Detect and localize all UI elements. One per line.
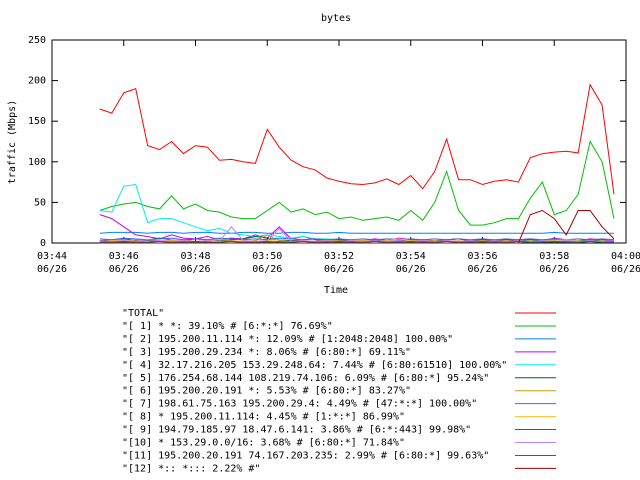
x-tick-label: 06/26 xyxy=(252,264,282,275)
x-tick-label: 06/26 xyxy=(539,264,569,275)
x-tick-label: 06/26 xyxy=(324,264,354,275)
x-tick-label: 06/26 xyxy=(37,264,67,275)
x-tick-label: 06/26 xyxy=(180,264,210,275)
x-tick-label: 03:58 xyxy=(539,251,569,262)
legend-label: "[ 6] 195.200.20.191 *: 5.53% # [6:80:*]… xyxy=(122,386,411,397)
legend-label: "[ 7] 198.61.75.163 195.200.29.4: 4.49% … xyxy=(122,399,477,410)
legend-label: "[ 2] 195.200.11.114 *: 12.09% # [1:2048… xyxy=(122,334,453,345)
series-line xyxy=(99,83,615,195)
x-tick-label: 06/26 xyxy=(109,264,139,275)
y-tick-label: 0 xyxy=(40,238,46,249)
x-tick-label: 06/26 xyxy=(611,264,640,275)
chart-title: bytes xyxy=(321,13,351,24)
x-tick-label: 03:54 xyxy=(396,251,426,262)
legend-label: "[12] *:: *::: 2.22% #" xyxy=(122,463,260,474)
x-tick-label: 03:48 xyxy=(180,251,210,262)
legend-label: "[ 8] * 195.200.11.114: 4.45% # [1:*:*] … xyxy=(122,412,405,423)
series-line xyxy=(99,237,615,241)
x-tick-label: 03:52 xyxy=(324,251,354,262)
legend-label: "[11] 195.200.20.191 74.167.203.235: 2.9… xyxy=(122,450,489,461)
y-tick-label: 50 xyxy=(34,197,46,208)
legend-label: "TOTAL" xyxy=(122,308,164,319)
x-tick-label: 06/26 xyxy=(396,264,426,275)
legend-label: "[ 3] 195.200.29.234 *: 8.06% # [6:80:*]… xyxy=(122,347,411,358)
x-tick-label: 03:44 xyxy=(37,251,67,262)
legend-label: "[ 4] 32.17.216.205 153.29.248.64: 7.44%… xyxy=(122,360,507,371)
legend-label: "[ 5] 176.254.68.144 108.219.74.106: 6.0… xyxy=(122,373,489,384)
y-tick-label: 150 xyxy=(28,116,46,127)
legend-label: "[ 9] 194.79.185.97 18.47.6.141: 3.86% #… xyxy=(122,425,471,436)
legend-label: "[ 1] * *: 39.10% # [6:*:*] 76.69%" xyxy=(122,321,333,332)
y-axis-label: traffic (Mbps) xyxy=(7,100,18,184)
y-tick-label: 250 xyxy=(28,35,46,46)
x-tick-label: 03:50 xyxy=(252,251,282,262)
x-tick-label: 03:46 xyxy=(109,251,139,262)
series-line xyxy=(99,209,615,244)
x-tick-label: 06/26 xyxy=(467,264,497,275)
legend-label: "[10] * 153.29.0.0/16: 3.68% # [6:80:*] … xyxy=(122,438,405,449)
y-tick-label: 100 xyxy=(28,157,46,168)
series-line xyxy=(99,231,614,234)
series-line xyxy=(99,240,614,243)
y-tick-label: 200 xyxy=(28,76,46,87)
plot-frame xyxy=(51,39,627,244)
x-axis-label: Time xyxy=(324,285,348,296)
x-tick-label: 03:56 xyxy=(467,251,497,262)
series-line xyxy=(99,140,615,226)
series-line xyxy=(99,226,615,242)
x-tick-label: 04:00 xyxy=(611,251,640,262)
